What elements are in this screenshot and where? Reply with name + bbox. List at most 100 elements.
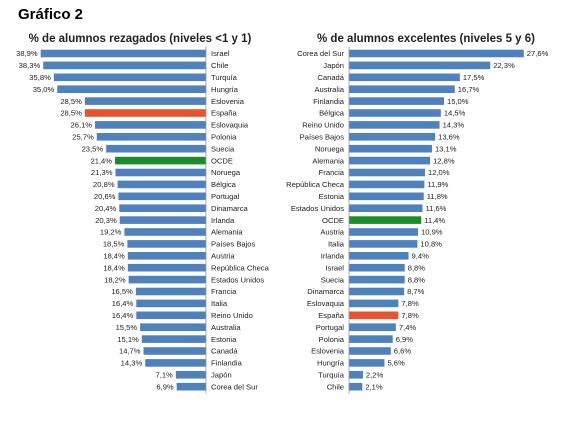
right-category-label: Noruega [315,144,345,153]
right-bar-eslovenia [349,347,391,355]
right-category-label: Eslovenia [311,347,345,356]
left-category-label: Noruega [211,168,241,177]
left-value-label: 21,4% [91,156,113,165]
left-bar-estados-unidos [128,275,206,284]
left-value-label: 21,3% [91,168,113,177]
right-category-label: Países Bajos [300,133,345,142]
right-value-label: 8,7% [407,287,425,296]
left-bar-francia [135,287,206,296]
right-bar-francia [349,168,425,177]
left-category-label: Eslovenia [211,97,245,106]
left-value-label: 28,5% [60,97,82,106]
left-category-label: Austria [211,252,235,261]
right-bar-noruega [349,144,432,153]
left-category-label: Eslovaquia [211,121,249,130]
right-category-label: Eslovaquia [307,299,345,308]
right-bar-polonia [349,335,393,343]
left-bar-corea-del-sur [176,382,206,391]
left-bar-eslovaquia [95,121,206,129]
left-value-label: 35,0% [33,85,55,94]
left-bar-suecia [106,144,206,153]
right-bar-japon [349,61,491,70]
right-value-label: 6,6% [394,347,412,356]
right-value-label: 10,8% [420,240,442,249]
right-category-label: Corea del Sur [297,49,344,58]
right-value-label: 9,4% [412,252,430,261]
right-bar-espana [349,311,399,320]
right-value-label: 13,6% [438,133,460,142]
right-category-label: Austria [320,228,344,237]
left-value-label: 25,7% [72,133,94,142]
left-category-label: Canadá [211,347,238,356]
left-value-label: 15,5% [116,323,138,332]
right-bar-estonia [349,192,424,201]
right-category-label: Estonia [319,192,345,201]
right-category-label: Turquía [318,371,345,380]
right-bar-belgica [349,109,441,117]
left-value-label: 14,3% [121,359,143,368]
right-category-label: Dinamarca [307,287,344,296]
right-value-label: 8,8% [408,263,426,272]
right-value-label: 6,9% [396,335,414,344]
left-category-label: Hungría [211,85,239,94]
right-bar-portugal [349,323,396,331]
left-category-label: Chile [211,61,228,70]
page-title: Gráfico 2 [18,6,84,23]
right-bar-chart: 27,6% Corea del Sur 22,3% Japón 17,5% Canadá 1… [286,46,549,394]
right-category-label: Israel [325,263,344,272]
left-category-label: Bélgica [211,180,237,189]
right-bar-turquia [349,371,363,379]
right-value-label: 11,8% [427,192,448,201]
left-category-label: Australia [211,323,241,332]
right-value-label: 12,8% [433,156,455,165]
left-bar-israel [40,49,206,58]
left-bar-chile [43,61,206,70]
left-bar-polonia [96,133,206,141]
right-bar-suecia [349,275,405,284]
left-bar-paises-bajos [127,240,206,248]
right-value-label: 2,2% [366,371,384,380]
left-value-label: 15,1% [117,335,139,344]
right-value-label: 7,4% [399,323,417,332]
right-value-label: 13,1% [435,144,457,153]
left-bar-austria [127,252,206,260]
left-category-label: Estonia [211,335,237,344]
left-value-label: 20,8% [93,180,115,189]
left-category-label: República Checa [211,263,270,272]
right-category-label: Italia [328,240,345,249]
right-category-label: Suecia [321,275,345,284]
left-bar-australia [140,323,206,331]
right-value-label: 14,3% [443,121,465,130]
left-bar-ocde [115,156,206,165]
right-bar-paises-bajos [349,133,436,141]
right-bar-reino-unido [349,121,440,129]
left-category-label: Italia [211,299,228,308]
left-bar-noruega [115,168,206,177]
left-category-label: Portugal [211,192,240,201]
right-category-label: Hungría [317,359,345,368]
left-category-label: Polonia [211,133,237,142]
left-bar-canada [143,347,206,355]
left-category-label: Irlanda [211,216,235,225]
left-category-label: Reino Unido [211,311,253,320]
left-value-label: 20,4% [95,204,117,213]
right-category-label: España [318,311,345,320]
left-category-label: Países Bajos [211,240,256,249]
left-bar-estonia [141,335,206,343]
left-bar-reino-unido [136,311,206,320]
right-bar-ocde [349,216,422,224]
left-bar-hungria [57,85,206,93]
right-value-label: 11,6% [425,204,446,213]
left-category-label: Suecia [211,144,235,153]
right-value-label: 2,1% [365,382,383,391]
right-category-label: Portugal [316,323,345,332]
left-category-label: Estados Unidos [211,275,264,284]
left-bar-portugal [118,192,206,201]
right-category-label: República Checa [286,180,345,189]
right-category-label: Reino Unido [302,121,344,130]
left-category-label: Francia [211,287,237,296]
right-category-label: Australia [314,85,344,94]
left-category-label: Turquía [211,73,238,82]
left-value-label: 20,3% [95,216,117,225]
